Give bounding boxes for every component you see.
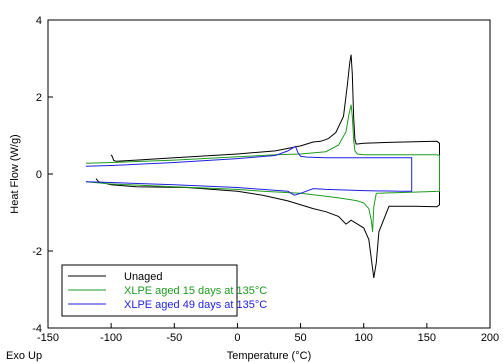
y-tick-label: 4: [36, 15, 42, 27]
series-layer: [85, 54, 440, 278]
y-tick-label: -2: [32, 246, 42, 258]
y-axis-ticks: -4 -2 0 2 4: [32, 15, 53, 335]
legend: Unaged XLPE aged 15 days at 135°C XLPE age…: [61, 264, 267, 317]
x-tick-label: -50: [166, 332, 182, 344]
x-tick-label: 50: [294, 332, 306, 344]
x-tick-label: -100: [100, 332, 122, 344]
x-tick-label: 200: [481, 332, 499, 344]
x-tick-label: 150: [418, 332, 436, 344]
y-axis-label: Heat Flow (W/g): [9, 134, 21, 213]
x-tick-label: 100: [355, 332, 373, 344]
x-tick-label: -150: [37, 332, 59, 344]
legend-entry-2: XLPE aged 15 days at 135°C: [124, 285, 267, 297]
series-line-2: [85, 104, 440, 232]
y-tick-label: 2: [36, 92, 42, 104]
series-line-3: [85, 145, 413, 196]
y-tick-label: 0: [36, 169, 42, 181]
x-axis-label: Temperature (°C): [227, 350, 311, 362]
x-axis-ticks: -150 -100 -50 0 50 100 150 200: [37, 323, 499, 344]
legend-entry-3: XLPE aged 49 days at 135°C: [124, 299, 267, 311]
exo-up-label: Exo Up: [6, 350, 42, 362]
y-tick-label: -4: [32, 323, 42, 335]
series-line-1: [95, 54, 440, 278]
x-tick-label: 0: [234, 332, 240, 344]
legend-entry-1: Unaged: [124, 271, 163, 283]
